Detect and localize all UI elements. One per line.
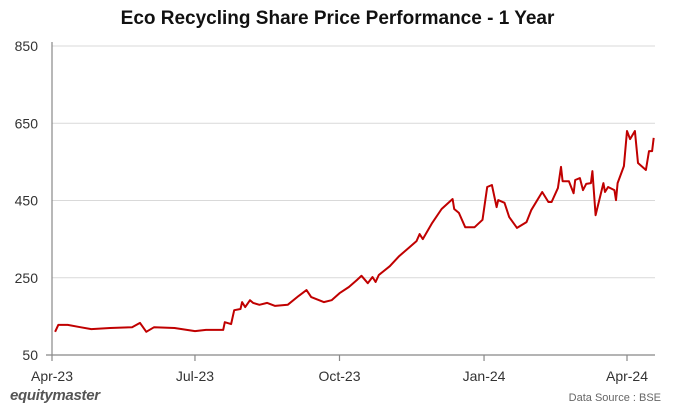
equitymaster-logo: equitymaster: [10, 387, 100, 404]
x-tick-label: Apr-23: [31, 368, 73, 384]
price-line: [54, 130, 655, 333]
x-tick-label: Jan-24: [463, 368, 506, 384]
y-tick-label: 250: [15, 270, 39, 286]
y-tick-label: 850: [15, 38, 39, 54]
y-tick-label: 650: [15, 115, 39, 131]
chart-title: Eco Recycling Share Price Performance - …: [120, 8, 555, 29]
data-source: Data Source : BSE: [568, 392, 661, 404]
y-tick-label: 450: [15, 193, 39, 209]
y-tick-label: 50: [22, 347, 38, 363]
x-tick-label: Apr-24: [606, 368, 648, 384]
x-tick-label: Oct-23: [318, 368, 360, 384]
x-tick-label: Jul-23: [176, 368, 214, 384]
